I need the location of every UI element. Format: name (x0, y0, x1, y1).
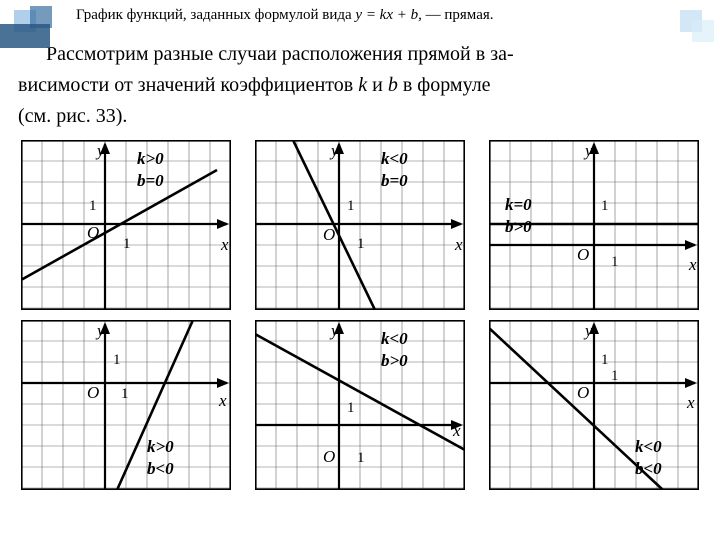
svg-text:k=0: k=0 (505, 195, 532, 214)
para-line-1: Рассмотрим разные случаи расположения пр… (46, 43, 514, 65)
plot-6: y x O 1 1 k<0 b<0 (489, 320, 699, 490)
svg-text:b<0: b<0 (147, 459, 174, 478)
plot-5: y x O 1 1 k<0 b>0 (255, 320, 465, 490)
svg-text:1: 1 (357, 450, 365, 466)
para-line-2c: в формуле (398, 74, 491, 96)
svg-text:1: 1 (601, 198, 609, 214)
svg-text:x: x (218, 391, 227, 410)
plot-3: y x O 1 1 k=0 b>0 (489, 140, 699, 310)
svg-text:x: x (220, 235, 229, 254)
svg-text:b<0: b<0 (635, 459, 662, 478)
svg-text:k>0: k>0 (147, 437, 174, 456)
page-title: График функций, заданных формулой вида y… (76, 6, 676, 25)
svg-text:1: 1 (611, 254, 619, 270)
svg-text:1: 1 (113, 352, 121, 368)
svg-text:b=0: b=0 (137, 171, 164, 190)
title-text-2: , — прямая. (418, 7, 493, 23)
svg-text:k>0: k>0 (137, 149, 164, 168)
svg-text:x: x (454, 235, 463, 254)
title-formula: y = kx + b (355, 7, 418, 23)
svg-text:k<0: k<0 (635, 437, 662, 456)
svg-text:O: O (577, 245, 589, 264)
svg-text:k<0: k<0 (381, 149, 408, 168)
svg-text:b>0: b>0 (505, 217, 532, 236)
coef-k: k (358, 74, 367, 96)
svg-text:x: x (686, 393, 695, 412)
coef-b: b (388, 74, 398, 96)
svg-text:y: y (329, 141, 339, 160)
svg-text:1: 1 (123, 236, 131, 252)
body-paragraph: Рассмотрим разные случаи расположения пр… (18, 39, 702, 132)
plot-1: y x O 1 1 k>0 b=0 (21, 140, 231, 310)
plot-4: y x O 1 1 k>0 b<0 (21, 320, 231, 490)
svg-text:b>0: b>0 (381, 351, 408, 370)
svg-text:k<0: k<0 (381, 329, 408, 348)
svg-text:1: 1 (89, 198, 97, 214)
svg-text:1: 1 (601, 352, 609, 368)
svg-text:O: O (87, 223, 99, 242)
plot-2: y x O 1 1 k<0 b=0 (255, 140, 465, 310)
svg-text:1: 1 (347, 198, 355, 214)
svg-text:x: x (688, 255, 697, 274)
svg-text:x: x (452, 421, 461, 440)
title-text-1: График функций, заданных формулой вида (76, 7, 355, 23)
svg-text:b=0: b=0 (381, 171, 408, 190)
svg-text:1: 1 (121, 386, 129, 402)
svg-text:y: y (95, 141, 105, 160)
svg-text:y: y (583, 321, 593, 340)
para-line-2b: и (367, 74, 388, 96)
para-line-2a: висимости от значений коэффициентов (18, 74, 358, 96)
svg-text:1: 1 (357, 236, 365, 252)
svg-text:O: O (323, 225, 335, 244)
svg-text:y: y (583, 141, 593, 160)
svg-text:y: y (95, 321, 105, 340)
svg-text:y: y (329, 321, 339, 340)
svg-text:O: O (577, 383, 589, 402)
plot-grid: y x O 1 1 k>0 b=0 y x O 1 1 k<0 b=0 y x … (0, 140, 720, 490)
svg-text:O: O (87, 383, 99, 402)
para-line-3: (см. рис. 33). (18, 105, 127, 127)
svg-text:1: 1 (347, 400, 355, 416)
svg-text:1: 1 (611, 368, 619, 384)
svg-text:O: O (323, 447, 335, 466)
